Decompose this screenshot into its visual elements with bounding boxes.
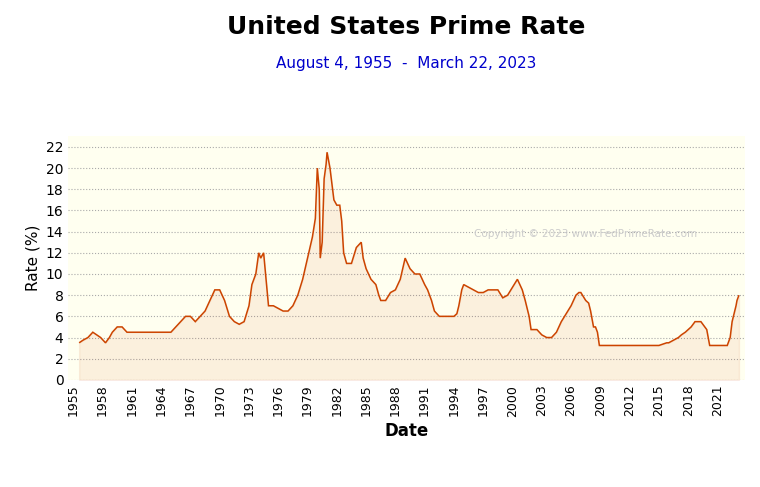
Text: August 4, 1955  -  March 22, 2023: August 4, 1955 - March 22, 2023 xyxy=(277,56,537,71)
Text: Copyright © 2023 www.FedPrimeRate.com: Copyright © 2023 www.FedPrimeRate.com xyxy=(474,229,698,239)
Text: United States Prime Rate: United States Prime Rate xyxy=(227,15,586,38)
X-axis label: Date: Date xyxy=(385,422,429,440)
Y-axis label: Rate (%): Rate (%) xyxy=(25,225,40,291)
